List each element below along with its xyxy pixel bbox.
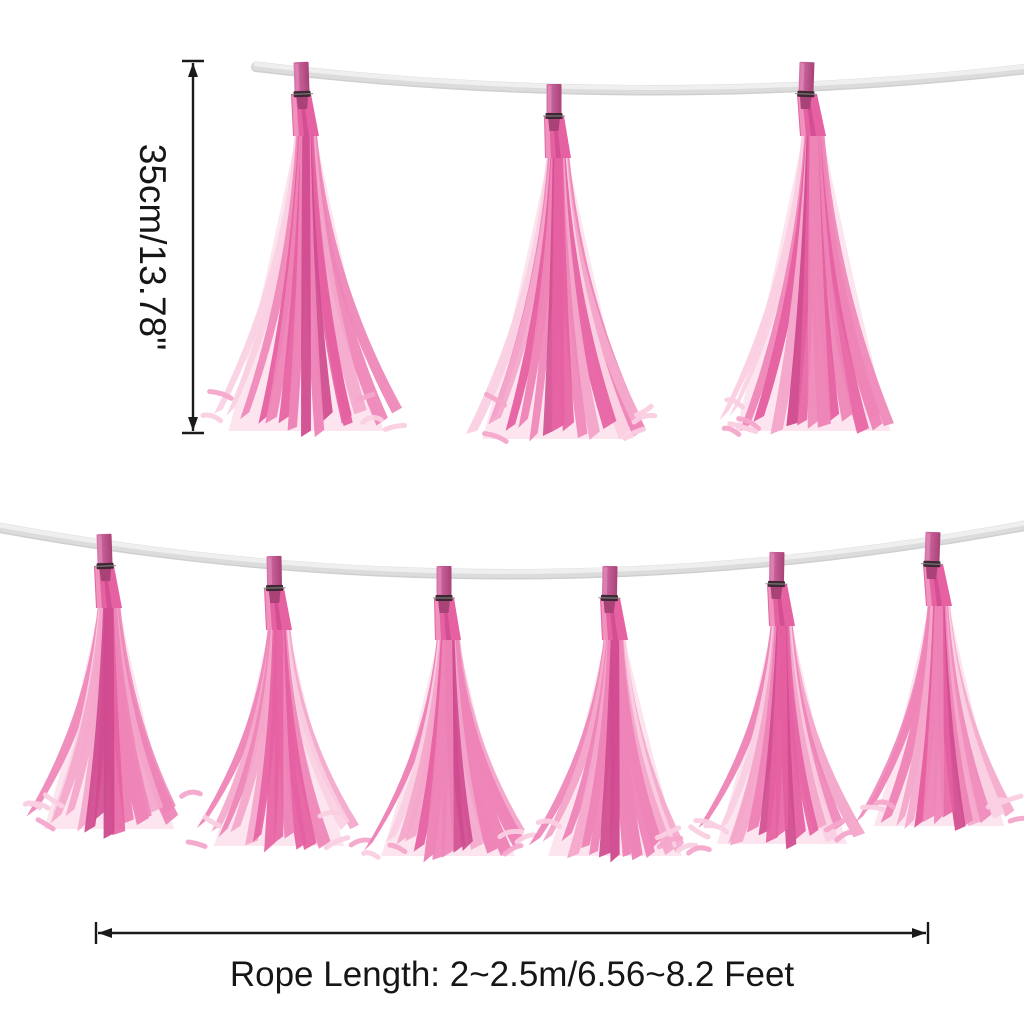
clothespin bbox=[543, 84, 565, 131]
tassel bbox=[185, 588, 374, 853]
vertical-dimension-arrow bbox=[182, 59, 204, 435]
clothespin bbox=[433, 566, 455, 613]
tassel bbox=[361, 598, 537, 863]
tassel bbox=[528, 598, 712, 863]
rope-length-label: Rope Length: 2~2.5m/6.56~8.2 Feet bbox=[229, 955, 795, 994]
garland-row-top bbox=[200, 61, 1024, 444]
rope bbox=[0, 520, 1024, 580]
horizontal-dimension-arrow bbox=[94, 922, 930, 944]
tassel bbox=[719, 94, 894, 437]
tassel bbox=[855, 564, 1024, 831]
clothespin bbox=[263, 555, 286, 604]
tassel bbox=[22, 566, 203, 839]
garland-row-bottom bbox=[0, 520, 1024, 863]
clothespin bbox=[765, 551, 788, 600]
tassel-length-label: 35cm/13.78" bbox=[132, 143, 173, 351]
clothespin bbox=[598, 565, 621, 614]
clothespin bbox=[94, 533, 117, 582]
tassel bbox=[200, 94, 408, 438]
rope bbox=[251, 61, 1024, 96]
tassel bbox=[688, 584, 865, 850]
clothespin bbox=[291, 61, 314, 110]
tassel bbox=[465, 116, 658, 444]
clothespin bbox=[794, 61, 817, 110]
clothespin bbox=[920, 531, 943, 580]
